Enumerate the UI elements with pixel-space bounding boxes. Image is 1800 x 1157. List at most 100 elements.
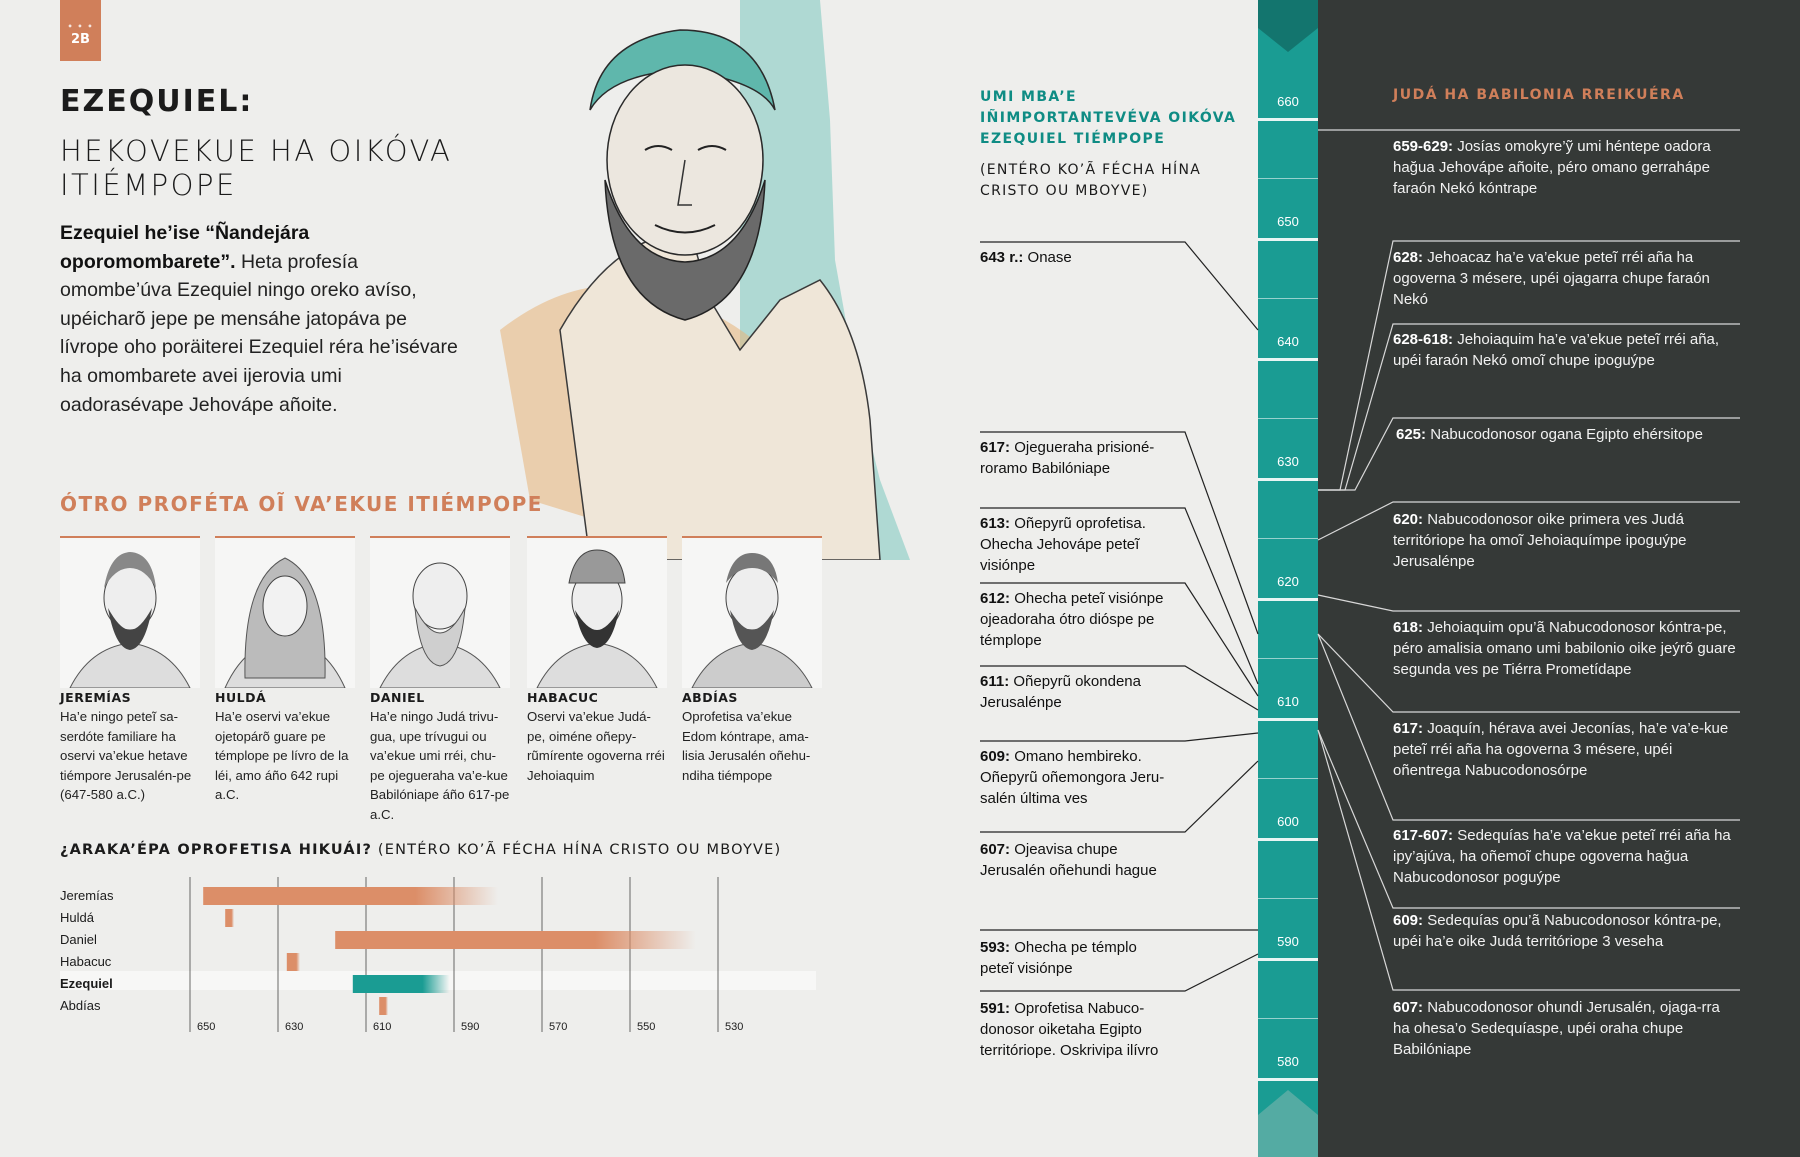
ezekiel-event: 613: Oñepyrũ oprofetisa. Ohecha Jehovápe…: [980, 513, 1180, 576]
event-date: 628-618:: [1393, 331, 1454, 348]
timeline-year-label: 620: [1277, 574, 1299, 589]
event-text: Sedequías ha’e va’ekue peteĩ rréi aña ha…: [1393, 827, 1731, 886]
event-date: 591:: [980, 1000, 1011, 1017]
prophet-card-daniel: DANIEL Ha’e ningo Judá trivu-gua, upe tr…: [370, 536, 510, 824]
chart-bar: [379, 997, 388, 1015]
chart-row-label: Ezequiel: [60, 976, 113, 991]
chart-row-label: Jeremías: [60, 888, 114, 903]
event-text: Onase: [1027, 249, 1072, 266]
timeline-year-label: 650: [1277, 214, 1299, 229]
prophet-desc: Ha’e oservi va’ekue ojetopárõ guare pe t…: [215, 709, 349, 802]
prophet-desc: Ha’e ningo Judá trivu-gua, upe trívugui …: [370, 709, 510, 822]
ezekiel-portrait-illustration: [500, 0, 910, 560]
prophet-portrait: [370, 538, 510, 688]
ezekiel-event: 609: Omano hembireko. Oñepyrũ oñemongora…: [980, 746, 1180, 809]
ezekiel-event: 617: Ojegueraha prisioné-roramo Babilóni…: [980, 437, 1170, 479]
prophet-portrait: [60, 538, 200, 688]
event-date: 612:: [980, 590, 1011, 607]
prophets-range-chart: [60, 877, 816, 1032]
event-date: 618:: [1393, 619, 1424, 636]
event-date: 593:: [980, 939, 1011, 956]
timeline-year-label: 610: [1277, 694, 1299, 709]
kings-event: 628-618: Jehoiaquim ha’e va’ekue peteĩ r…: [1393, 329, 1738, 371]
prophet-desc: Ha’e ningo peteĩ sa-serdóte familiare ha…: [60, 709, 192, 802]
event-date: 659-629:: [1393, 138, 1454, 155]
x-tick-label: 630: [285, 1021, 304, 1033]
prophet-card-hulda: HULDÁ Ha’e oservi va’ekue ojetopárõ guar…: [215, 536, 355, 805]
prophet-portrait: [527, 538, 667, 688]
event-date: 607:: [980, 841, 1011, 858]
event-date: 643 r.:: [980, 249, 1024, 266]
event-date: 609:: [1393, 912, 1424, 929]
kings-event: 659-629: Josías omokyre’ỹ umi héntepe oa…: [1393, 136, 1738, 199]
event-date: 609:: [980, 748, 1011, 765]
badge-label: 2B: [71, 32, 90, 47]
event-date: 613:: [980, 515, 1011, 532]
intro-paragraph: Ezequiel he’ise “Ñandejára oporomombaret…: [60, 219, 460, 419]
prophet-name: DANIEL: [370, 690, 425, 705]
kings-heading: JUDÁ HA BABILONIA RREIKUÉRA: [1393, 87, 1685, 103]
kings-event: 617-607: Sedequías ha’e va’ekue peteĩ rr…: [1393, 825, 1738, 888]
timeline-year-label: 630: [1277, 454, 1299, 469]
card-rule: [370, 536, 510, 538]
intro-bold: Ezequiel he’ise “Ñandejára oporomombaret…: [60, 222, 310, 273]
event-text: Oprofetisa Nabuco-donosor oiketaha Egipt…: [980, 1000, 1159, 1059]
event-date: 620:: [1393, 511, 1424, 528]
x-tick-label: 590: [461, 1021, 480, 1033]
x-tick-label: 610: [373, 1021, 392, 1033]
kings-event: 628: Jehoacaz ha’e va’ekue peteĩ rréi añ…: [1393, 247, 1738, 310]
ezekiel-event: 612: Ohecha peteĩ visiónpe ojeadoraha ót…: [980, 588, 1180, 651]
chart-row-label: Huldá: [60, 910, 94, 925]
other-prophets-heading: ÓTRO PROFÉTA OĨ VA’EKUE ITIÉMPOPE: [60, 492, 543, 516]
kings-event: 620: Nabucodonosor oike primera ves Judá…: [1393, 509, 1738, 572]
chart-heading-bold: ¿ARAKA’ÉPA OPROFETISA HIKUÁI?: [60, 842, 373, 858]
prophet-portrait: [682, 538, 822, 688]
event-date: 625:: [1396, 426, 1427, 443]
chart-bar: [335, 931, 696, 949]
event-date: 617:: [1393, 720, 1424, 737]
timeline-year-label: 660: [1277, 94, 1299, 109]
dots-decoration: • • •: [67, 22, 94, 31]
card-rule: [60, 536, 200, 538]
page-badge: • • • 2B: [60, 0, 101, 61]
card-rule: [527, 536, 667, 538]
event-date: 628:: [1393, 249, 1424, 266]
timeline-year-label: 600: [1277, 814, 1299, 829]
event-text: Nabucodonosor ogana Egipto ehérsitope: [1430, 426, 1703, 443]
timeline-ticks: [1258, 0, 1318, 1157]
ezekiel-event: 593: Ohecha pe témplo peteĩ visiónpe: [980, 937, 1160, 979]
event-text: Ojeavisa chupe Jerusalén oñehundi hague: [980, 841, 1157, 879]
event-date: 617-607:: [1393, 827, 1454, 844]
prophet-desc: Oservi va’ekue Judá-pe, oiméne oñepy-rũm…: [527, 709, 665, 783]
chart-bars: [203, 887, 696, 1015]
event-text: Jehoacaz ha’e va’ekue peteĩ rréi aña ha …: [1393, 249, 1710, 308]
ezekiel-event: 611: Oñepyrũ okondena Jerusalénpe: [980, 671, 1160, 713]
event-text: Josías omokyre’ỹ umi héntepe oadora hağu…: [1393, 138, 1711, 197]
chart-row-label: Abdías: [60, 998, 101, 1013]
event-date: 607:: [1393, 999, 1424, 1016]
ezekiel-event: 607: Ojeavisa chupe Jerusalén oñehundi h…: [980, 839, 1180, 881]
event-date: 611:: [980, 673, 1010, 690]
page-title: EZEQUIEL:: [60, 84, 254, 119]
event-text: Nabucodonosor oike primera ves Judá terr…: [1393, 511, 1687, 570]
ezekiel-event: 591: Oprofetisa Nabuco-donosor oiketaha …: [980, 998, 1170, 1061]
chart-heading-rest: (ENTÉRO KO’Ã FÉCHA HÍNA CRISTO OU MBOYVE…: [372, 842, 782, 858]
vertical-timeline: [1258, 0, 1318, 1157]
intro-text: Heta profesía omombe’úva Ezequiel ningo …: [60, 250, 458, 416]
kings-event: 617: Joaquín, hérava avei Jeconías, ha’e…: [1393, 718, 1738, 781]
ezekiel-events-subheading: (ENTÉRO KO’Ã FÉCHA HÍNA CRISTO OU MBOYVE…: [980, 162, 1202, 199]
card-rule: [682, 536, 822, 538]
timeline-year-label: 580: [1277, 1054, 1299, 1069]
chart-row-label: Habacuc: [60, 954, 112, 969]
timeline-year-label: 640: [1277, 334, 1299, 349]
kings-event: 609: Sedequías opu’ã Nabucodonosor kóntr…: [1393, 910, 1738, 952]
chart-bar: [203, 887, 498, 905]
chart-row-label: Daniel: [60, 932, 97, 947]
kings-event: 618: Jehoiaquim opu’ã Nabucodonosor kónt…: [1393, 617, 1738, 680]
prophet-portrait: [215, 538, 355, 688]
event-date: 617:: [980, 439, 1011, 456]
prophets-chart-heading: ¿ARAKA’ÉPA OPROFETISA HIKUÁI? (ENTÉRO KO…: [60, 842, 781, 858]
kings-event: 625: Nabucodonosor ogana Egipto ehérsito…: [1396, 424, 1741, 445]
card-rule: [215, 536, 355, 538]
ezekiel-event: 643 r.: Onase: [980, 247, 1180, 268]
